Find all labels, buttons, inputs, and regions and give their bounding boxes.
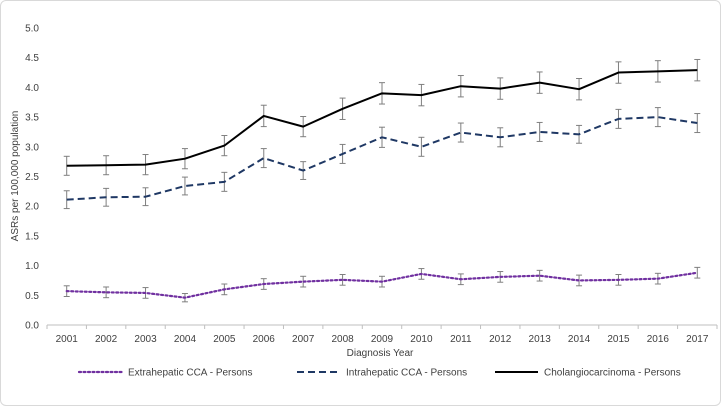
y-tick-label: 0.5 bbox=[25, 291, 39, 302]
y-tick-label: 2.5 bbox=[25, 172, 39, 183]
y-axis-title: ASRs per 100,000 population bbox=[10, 111, 21, 242]
series-line-1 bbox=[65, 271, 699, 299]
y-tick-label: 3.0 bbox=[25, 142, 39, 153]
x-tick-label: 2017 bbox=[686, 334, 709, 345]
axes: 0.0 0.5 1.0 1.5 2.0 2.5 3.0 3.5 4.0 4.5 5.0 2001 200… bbox=[25, 24, 718, 345]
legend-label: Extrahepatic CCA - Persons bbox=[128, 368, 253, 379]
x-tick-label: 2001 bbox=[56, 334, 79, 345]
x-tick-label: 2006 bbox=[253, 334, 276, 345]
x-tick-label: 2005 bbox=[213, 334, 236, 345]
x-tick-label: 2010 bbox=[410, 334, 433, 345]
x-axis-title: Diagnosis Year bbox=[347, 348, 414, 359]
x-tick-label: 2007 bbox=[292, 334, 315, 345]
legend-label: Intrahepatic CCA - Persons bbox=[346, 368, 467, 379]
legend: Extrahepatic CCA - Persons Intrahepatic C… bbox=[77, 368, 681, 379]
series-lines bbox=[65, 69, 699, 299]
y-tick-label: 3.5 bbox=[25, 113, 39, 124]
x-tick-label: 2011 bbox=[450, 334, 472, 345]
x-tick-label: 2009 bbox=[371, 334, 394, 345]
x-tick-label: 2014 bbox=[568, 334, 591, 345]
x-tick-label: 2016 bbox=[647, 334, 670, 345]
series-line-2 bbox=[66, 116, 698, 201]
y-tick-label: 1.0 bbox=[25, 261, 39, 272]
series-line-3 bbox=[66, 69, 698, 167]
x-tick-label: 2008 bbox=[331, 334, 354, 345]
error-bars bbox=[63, 58, 701, 303]
x-tick-label: 2013 bbox=[529, 334, 552, 345]
x-tick-label: 2002 bbox=[95, 334, 118, 345]
x-tick-label: 2004 bbox=[174, 334, 197, 345]
x-tick-label: 2003 bbox=[134, 334, 157, 345]
y-tick-label: 0.0 bbox=[25, 321, 39, 332]
y-tick-label: 2.0 bbox=[25, 202, 39, 213]
y-tick-label: 4.5 bbox=[25, 53, 39, 64]
y-tick-label: 4.0 bbox=[25, 83, 39, 94]
y-tick-label: 5.0 bbox=[25, 24, 39, 35]
y-tick-label: 1.5 bbox=[25, 231, 39, 242]
x-tick-label: 2012 bbox=[489, 334, 512, 345]
x-tick-label: 2015 bbox=[607, 334, 630, 345]
legend-label: Cholangiocarcinoma - Persons bbox=[544, 368, 681, 379]
